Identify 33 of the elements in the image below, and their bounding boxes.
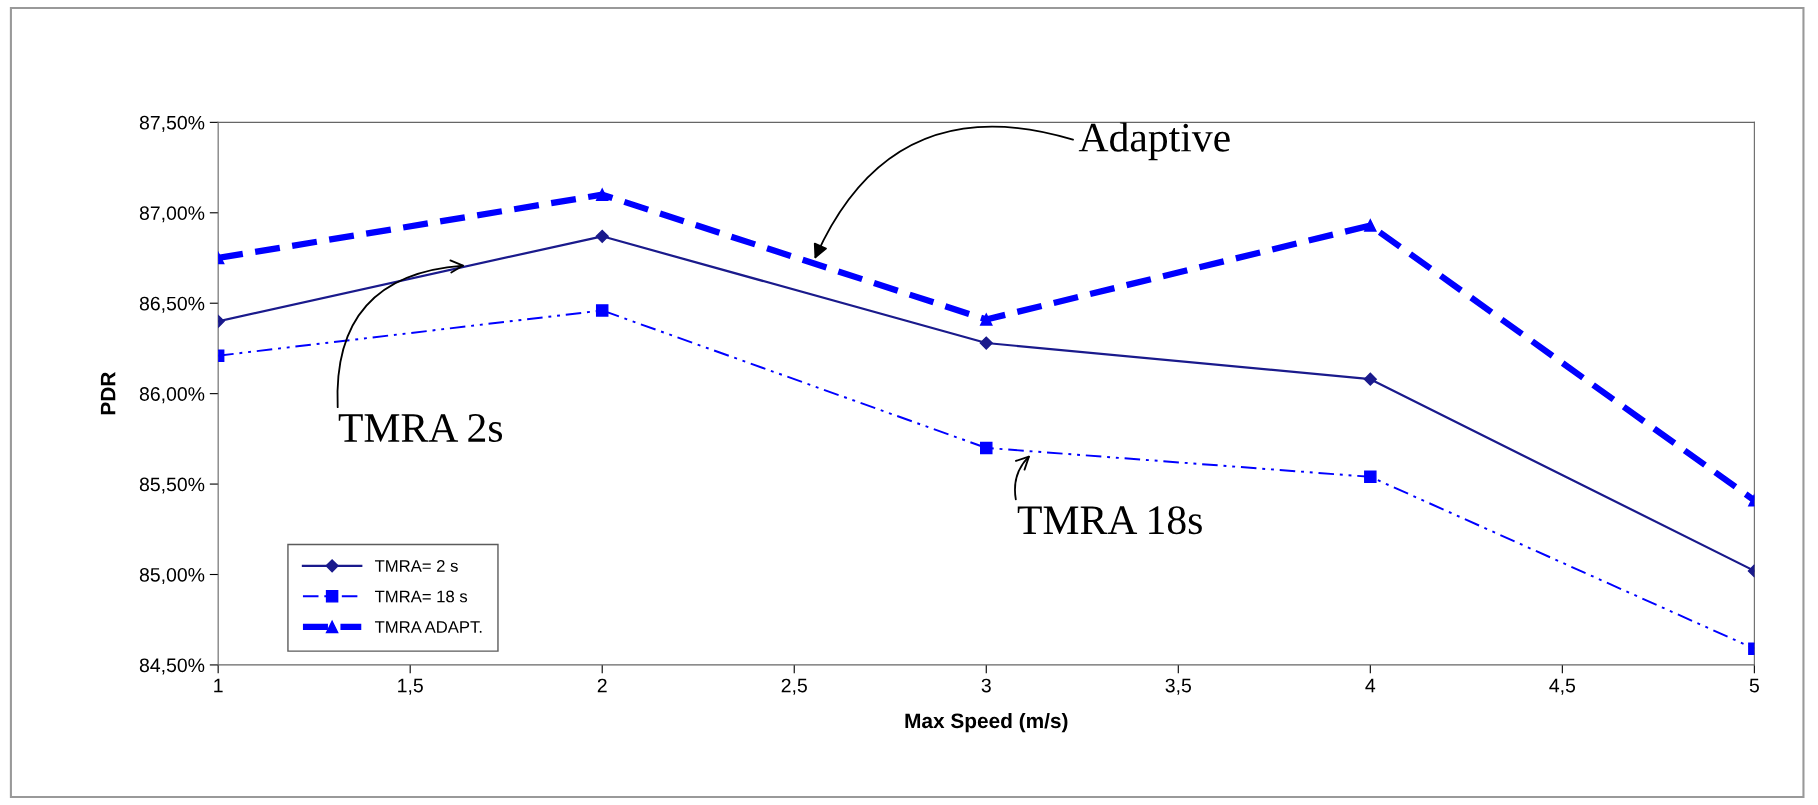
point	[979, 336, 993, 350]
x-tick-label: 5	[1749, 678, 1759, 693]
point	[595, 188, 609, 201]
y-axis-title: PDR	[100, 372, 116, 415]
x-tick-label: 1,5	[398, 678, 423, 695]
annotation: Adaptive	[1078, 122, 1230, 161]
point	[595, 304, 609, 317]
x-tick-label: 2,5	[781, 678, 807, 695]
x-tick-label: 4	[1365, 678, 1376, 693]
y-tick-label: 86,50%	[139, 296, 205, 313]
x-tick-label: 3	[981, 678, 991, 693]
y-tick-label: 87,00%	[139, 206, 205, 223]
annotation: TMRA 18s	[1017, 506, 1202, 535]
point	[980, 313, 993, 326]
x-tick-label: 4,5	[1549, 678, 1576, 695]
y-tick-label: 85,50%	[139, 477, 205, 494]
legend-label: TMRA ADAPT.	[374, 621, 482, 633]
legend-label: TMRA= 2 s	[374, 560, 458, 572]
point	[1364, 219, 1377, 232]
point	[595, 229, 609, 243]
x-axis-title: Max Speed (m/s)	[905, 712, 1068, 733]
y-tick-label: 84,50%	[139, 658, 205, 675]
point	[1363, 372, 1377, 386]
x-tick-label: 1	[214, 678, 223, 693]
x-tick-label: 3,5	[1165, 678, 1191, 695]
point	[1364, 470, 1377, 484]
y-tick-label: 86,00%	[139, 387, 205, 404]
point	[980, 441, 993, 455]
y-tick-label: 87,50%	[139, 115, 205, 132]
legend-label: TMRA= 18 s	[374, 590, 468, 603]
y-tick-label: 85,00%	[139, 567, 205, 585]
x-tick-label: 2	[597, 678, 607, 693]
annotation: TMRA 2s	[338, 414, 503, 443]
